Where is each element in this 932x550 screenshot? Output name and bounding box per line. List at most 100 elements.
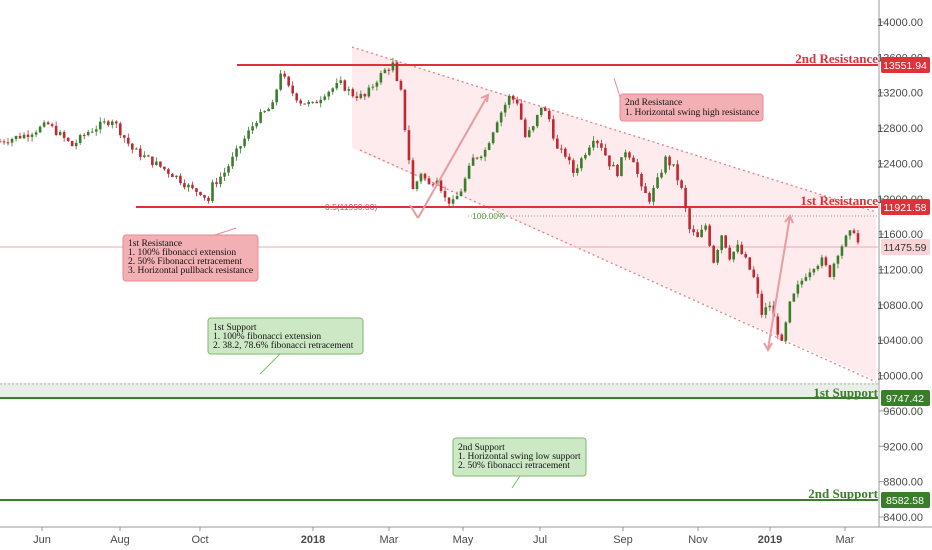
candle-body — [94, 129, 98, 132]
current-price-tag-text: 11475.59 — [883, 242, 926, 254]
candle-body — [652, 187, 655, 202]
candle-body — [86, 131, 90, 136]
candle-body — [572, 160, 575, 173]
candle-body — [836, 255, 840, 264]
candle-body — [820, 257, 824, 266]
y-tick-label: 8400.00 — [883, 512, 923, 524]
arrow-1-head — [480, 93, 490, 103]
candle-body — [475, 157, 479, 159]
candle-body — [30, 134, 34, 137]
candle-body — [215, 182, 218, 185]
candle-body — [347, 89, 351, 91]
note-r1-line-1: 1. 100% fibonacci extension — [128, 247, 236, 258]
support-1-tag: 9747.42 — [881, 390, 930, 406]
x-tick-label: Jul — [533, 534, 547, 546]
candle-body — [628, 152, 631, 158]
y-tick-label: 9600.00 — [883, 406, 923, 418]
candle-body — [295, 93, 298, 101]
candle-body — [271, 102, 274, 110]
candle-body — [307, 101, 311, 105]
x-tick-label: May — [453, 534, 474, 546]
candle-body — [752, 269, 756, 278]
candle-body — [54, 125, 58, 135]
candle-body — [515, 99, 519, 104]
candle-body — [2, 141, 6, 143]
candle-body — [439, 180, 443, 192]
x-tick-label: 2018 — [301, 534, 325, 546]
candle-body — [399, 80, 403, 90]
candle-body — [14, 135, 18, 139]
candle-body — [291, 85, 294, 94]
candle-body — [78, 135, 82, 143]
note-s1-line-2: 2. 38.2, 78.6% fibonacci retracement — [213, 340, 354, 351]
candle-body — [672, 164, 675, 166]
candle-body — [143, 155, 146, 157]
candle-body — [303, 103, 307, 105]
candle-body — [431, 184, 435, 186]
candle-body — [175, 175, 178, 178]
candle-body — [732, 251, 736, 260]
candle-body — [118, 123, 122, 136]
candle-body — [267, 109, 270, 112]
candle-body — [167, 169, 170, 174]
descending-channel — [352, 47, 876, 380]
candle-body — [588, 147, 591, 155]
candle-body — [247, 130, 250, 139]
candle-body — [856, 233, 860, 243]
candle-body — [367, 87, 371, 97]
candle-body — [808, 272, 812, 278]
candle-body — [668, 156, 671, 166]
candle-body — [179, 175, 182, 184]
candle-body — [375, 82, 379, 87]
candle-body — [692, 229, 695, 233]
arrow-3-head — [784, 214, 794, 224]
candle-body — [203, 195, 206, 198]
candle-body — [828, 265, 832, 277]
candle-body — [106, 121, 110, 126]
candle-body — [792, 293, 796, 302]
y-tick-label: 9200.00 — [883, 441, 923, 453]
candle-body — [74, 142, 78, 147]
y-axis-ticks: 14000.0013600.0013200.0012800.0012400.00… — [877, 17, 923, 524]
candle-body — [335, 83, 339, 89]
candle-body — [656, 177, 659, 188]
candle-body — [447, 197, 451, 204]
candle-body — [527, 130, 531, 137]
candle-body — [279, 73, 282, 90]
candle-body — [171, 173, 174, 178]
note-s2-line-1: 1. Horizontal swing low support — [458, 452, 581, 462]
candle-body — [612, 164, 615, 167]
resistance-2-tag: 13551.94 — [881, 57, 930, 73]
candle-body — [114, 121, 118, 124]
candle-body — [728, 247, 732, 260]
candle-body — [231, 156, 234, 167]
candle-body — [560, 148, 563, 150]
candle-body — [824, 257, 828, 266]
candle-body — [211, 182, 214, 202]
swing-arrows — [409, 93, 794, 353]
candle-body — [62, 132, 66, 138]
candle-body — [415, 181, 419, 190]
current-price-tag: 11475.59 — [881, 239, 930, 255]
candle-body — [712, 245, 715, 263]
support-2-label: 2nd Support — [808, 486, 878, 501]
y-tick-label: 12800.00 — [877, 123, 923, 135]
resistance-2-tag-text: 13551.94 — [883, 60, 927, 72]
candle-body — [604, 147, 607, 156]
candle-body — [700, 229, 703, 238]
note-r1-line-3: 3. Horizontal pullback resistance — [128, 266, 253, 276]
candle-body — [159, 161, 162, 167]
candle-body — [608, 155, 611, 167]
candle-body — [50, 124, 54, 126]
candle-body — [407, 130, 411, 161]
candle-body — [451, 199, 455, 204]
candle-body — [788, 301, 792, 323]
candle-body — [531, 126, 535, 131]
candle-body — [98, 121, 102, 130]
note-r2-line-1: 1. Horizontal swing high resistance — [625, 108, 759, 118]
note-r1-line-2: 2. 50% Fibonacci retracement — [128, 257, 242, 267]
candle-body — [403, 89, 407, 131]
x-tick-label: Sep — [613, 534, 633, 546]
candle-body — [26, 134, 30, 137]
x-tick-label: Aug — [110, 534, 130, 546]
